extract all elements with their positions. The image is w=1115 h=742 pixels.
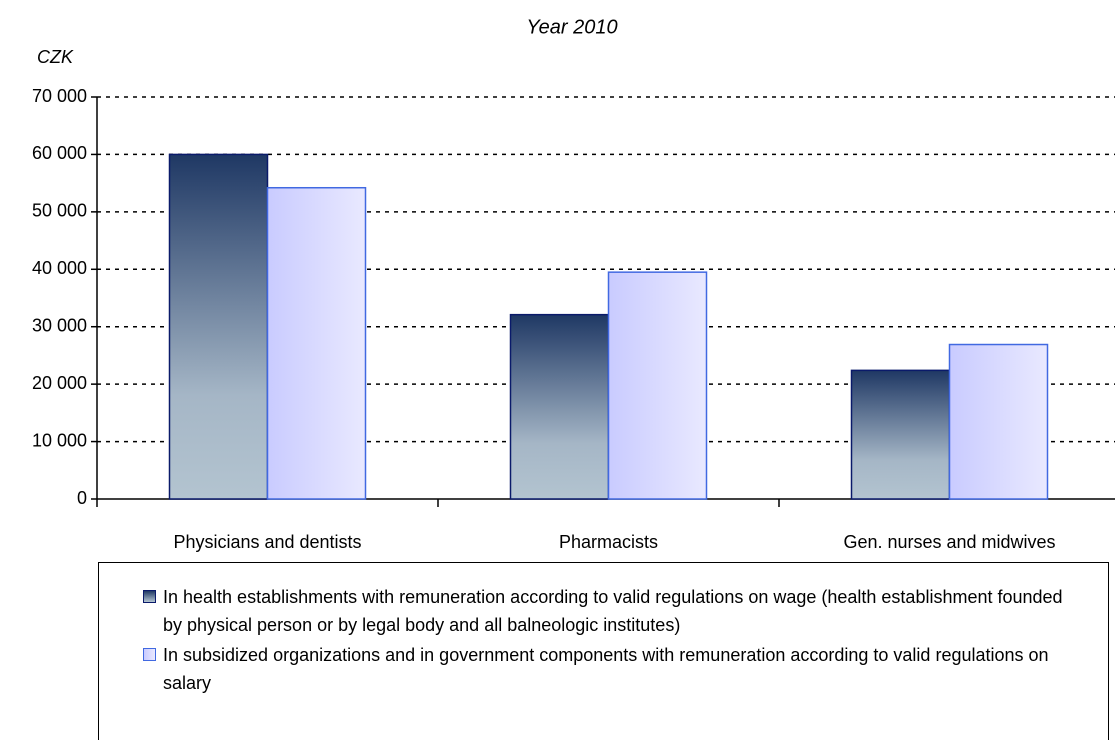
y-tick-label: 0 — [77, 488, 87, 508]
bar — [509, 313, 610, 500]
y-tick-label: 10 000 — [32, 430, 87, 450]
bar — [266, 186, 367, 500]
chart-title: Year 2010 — [526, 16, 617, 38]
y-tick-label: 50 000 — [32, 201, 87, 221]
y-tick-label: 60 000 — [32, 143, 87, 163]
y-tick-label: 20 000 — [32, 373, 87, 393]
legend-item: In subsidized organizations and in gover… — [143, 641, 1068, 697]
legend-label: In subsidized organizations and in gover… — [163, 645, 1049, 693]
legend-item: In health establishments with remunerati… — [143, 583, 1068, 639]
bar — [850, 369, 951, 500]
x-tick-label: Physicians and dentists — [173, 532, 361, 552]
legend-label: In health establishments with remunerati… — [163, 587, 1063, 635]
x-tick-label: Gen. nurses and midwives — [843, 532, 1055, 552]
y-tick-label: 40 000 — [32, 258, 87, 278]
y-tick-label: 70 000 — [32, 86, 87, 106]
legend: In health establishments with remunerati… — [98, 562, 1109, 740]
bar — [168, 153, 269, 500]
y-axis-label: CZK — [37, 47, 74, 67]
bar — [948, 343, 1049, 500]
x-tick-label: Pharmacists — [559, 532, 658, 552]
y-tick-label: 30 000 — [32, 315, 87, 335]
legend-swatch — [143, 590, 156, 603]
bar — [607, 271, 708, 500]
legend-swatch — [143, 648, 156, 661]
